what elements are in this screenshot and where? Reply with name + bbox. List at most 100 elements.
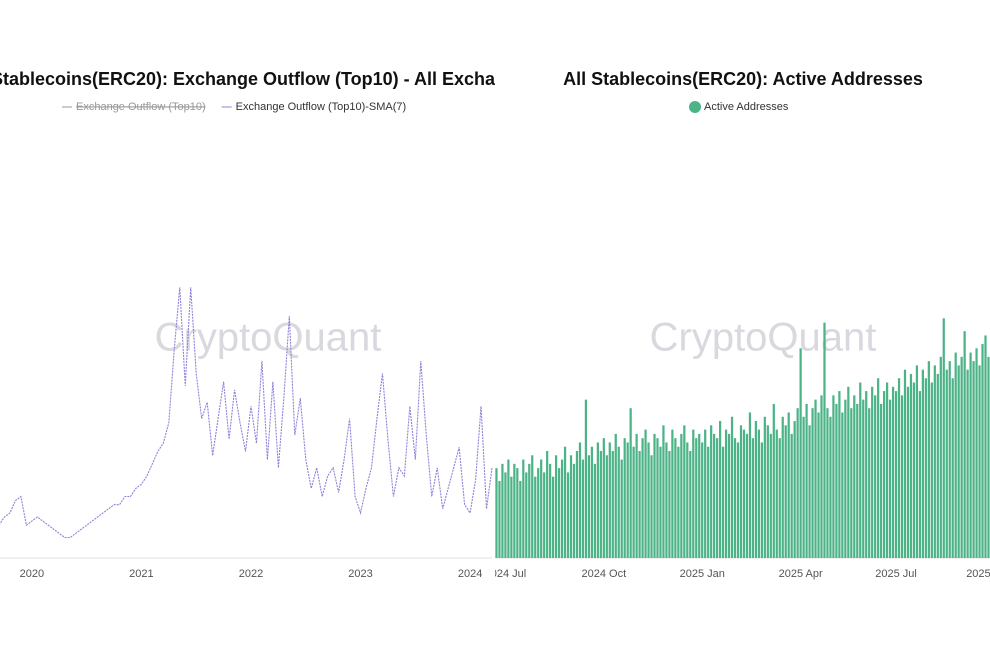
bar (954, 352, 957, 558)
bar (644, 429, 647, 558)
bar (501, 463, 504, 558)
bar (835, 403, 838, 558)
bar (516, 468, 519, 558)
bar (823, 322, 826, 558)
bar (525, 472, 528, 558)
bar (963, 331, 966, 558)
bar (662, 425, 665, 558)
bar (871, 386, 874, 558)
bar (844, 399, 847, 558)
bar (739, 425, 743, 558)
bar (796, 408, 799, 558)
bar (599, 451, 602, 558)
bar (915, 365, 919, 558)
bar (578, 442, 582, 558)
bar (951, 378, 954, 558)
bar (972, 361, 975, 558)
bar (891, 386, 895, 558)
bar (763, 416, 766, 558)
bar (668, 451, 671, 558)
bar (534, 476, 537, 558)
chart-title: All Stablecoins(ERC20): Exchange Outflow… (0, 69, 495, 89)
bar (862, 399, 865, 558)
bar (540, 459, 543, 558)
bar (617, 446, 620, 558)
bar (942, 318, 945, 558)
x-tick-label: 2024 Jul (495, 568, 526, 580)
bar (960, 356, 963, 558)
bar (716, 438, 719, 558)
bar (894, 391, 898, 558)
bar (859, 382, 862, 558)
bar (584, 399, 588, 558)
bar (727, 433, 731, 558)
bar (596, 442, 599, 558)
bar (608, 442, 611, 558)
bar (572, 463, 576, 558)
bar (560, 459, 564, 558)
bar (966, 369, 969, 558)
bar (724, 429, 728, 558)
bar (638, 451, 641, 558)
x-tick-label: 2025 Jul (875, 568, 917, 580)
bar (626, 442, 629, 558)
bar (921, 369, 925, 558)
bar (701, 442, 704, 558)
legend-label[interactable]: Exchange Outflow (Top10) (76, 101, 206, 113)
bar (742, 429, 746, 558)
bar (680, 433, 683, 558)
bar (546, 451, 549, 558)
bar (707, 446, 710, 558)
bar (659, 446, 662, 558)
chart-title: All Stablecoins(ERC20): Active Addresses (563, 69, 923, 89)
bar (793, 421, 796, 558)
bar (969, 352, 972, 558)
bar (748, 412, 752, 558)
bar (635, 433, 638, 558)
bar (939, 356, 942, 558)
bar (751, 438, 755, 558)
bar (519, 480, 522, 558)
bar (653, 433, 656, 558)
bar (814, 399, 817, 558)
bar (847, 386, 850, 558)
bar (754, 421, 758, 558)
bar (817, 412, 820, 558)
bar (772, 403, 775, 558)
bar (868, 408, 871, 558)
bar (683, 425, 686, 558)
bar (978, 365, 981, 558)
bar (760, 442, 763, 558)
bar (686, 442, 689, 558)
bar (495, 468, 498, 558)
bar (718, 421, 722, 558)
bar (537, 468, 540, 558)
bar (614, 433, 617, 558)
watermark: CryptoQuant (650, 316, 877, 360)
x-tick-label: 2021 (129, 568, 153, 580)
bar (808, 425, 811, 558)
bar (981, 344, 984, 558)
bar (543, 472, 546, 558)
x-tick-label: 2023 (348, 568, 372, 580)
x-tick-label: 2025 Apr (779, 568, 823, 580)
bar (650, 455, 653, 558)
bar (781, 416, 784, 558)
bar (787, 412, 790, 558)
bar (522, 459, 525, 558)
bar (689, 451, 692, 558)
bar (563, 446, 567, 558)
bar (984, 335, 987, 558)
bar (671, 429, 674, 558)
bar (554, 455, 558, 558)
bar (885, 382, 889, 558)
bar (590, 446, 594, 558)
legend-label[interactable]: Active Addresses (704, 101, 789, 113)
bar (552, 476, 555, 558)
bar (766, 425, 769, 558)
bar (528, 463, 531, 558)
x-tick-label: 2024 (458, 568, 482, 580)
legend-label[interactable]: Exchange Outflow (Top10)-SMA(7) (236, 101, 407, 113)
bar (698, 433, 701, 558)
